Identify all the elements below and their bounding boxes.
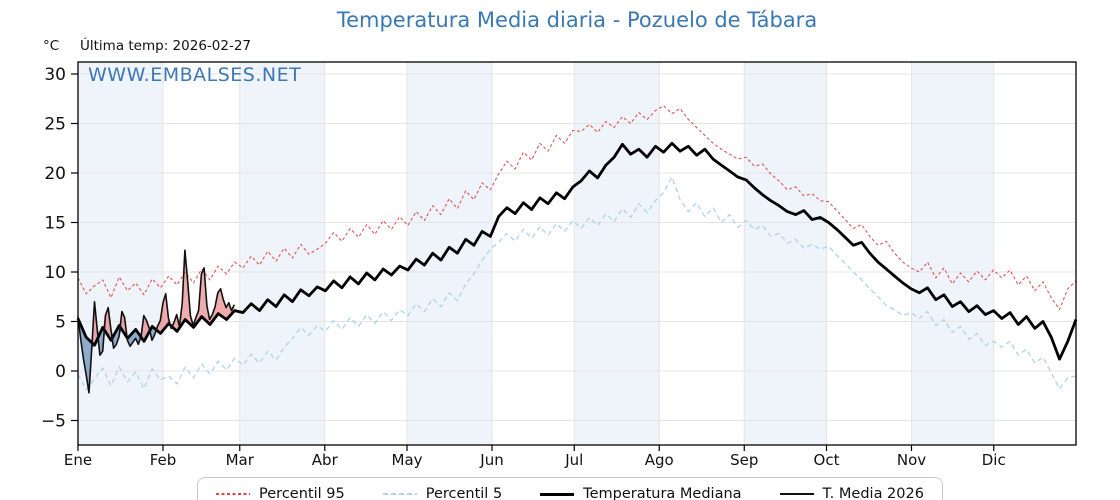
legend-item-t2026: T. Media 2026 (779, 486, 924, 500)
last-temp-label: Última temp: 2026-02-27 (80, 38, 252, 54)
page-title: Temperatura Media diaria - Pozuelo de Tá… (336, 8, 818, 32)
legend: Percentil 95 Percentil 5 Temperatura Med… (197, 477, 943, 500)
y-axis-unit-label: °C (43, 38, 60, 54)
svg-text:Dic: Dic (982, 451, 1006, 469)
svg-text:Ene: Ene (64, 451, 92, 469)
svg-text:15: 15 (44, 214, 66, 234)
legend-sample-median (540, 492, 575, 496)
svg-text:Abr: Abr (312, 451, 339, 469)
svg-text:Ago: Ago (645, 451, 674, 469)
watermark-text: WWW.EMBALSES.NET (88, 64, 302, 86)
legend-item-median: Temperatura Mediana (540, 486, 742, 500)
legend-label-p5: Percentil 5 (425, 486, 503, 500)
legend-sample-p5 (382, 493, 417, 495)
legend-label-median: Temperatura Mediana (583, 486, 742, 500)
svg-text:25: 25 (44, 115, 66, 135)
svg-text:10: 10 (44, 263, 66, 283)
legend-item-p5: Percentil 5 (382, 486, 503, 500)
legend-sample-t2026 (779, 493, 814, 495)
svg-text:Oct: Oct (814, 451, 840, 469)
legend-label-t2026: T. Media 2026 (822, 486, 924, 500)
svg-text:Sep: Sep (730, 451, 758, 469)
svg-text:May: May (392, 451, 423, 469)
svg-text:20: 20 (44, 164, 66, 184)
svg-text:Feb: Feb (150, 451, 177, 469)
svg-text:Nov: Nov (897, 451, 926, 469)
svg-text:−5: −5 (41, 412, 66, 432)
legend-sample-p95 (216, 493, 251, 495)
svg-text:Jul: Jul (564, 451, 583, 469)
svg-text:0: 0 (55, 362, 66, 382)
legend-label-p95: Percentil 95 (259, 486, 345, 500)
svg-text:5: 5 (55, 313, 66, 333)
legend-item-p95: Percentil 95 (216, 486, 345, 500)
svg-text:Jun: Jun (479, 451, 503, 469)
svg-text:30: 30 (44, 65, 66, 85)
svg-text:Mar: Mar (226, 451, 255, 469)
